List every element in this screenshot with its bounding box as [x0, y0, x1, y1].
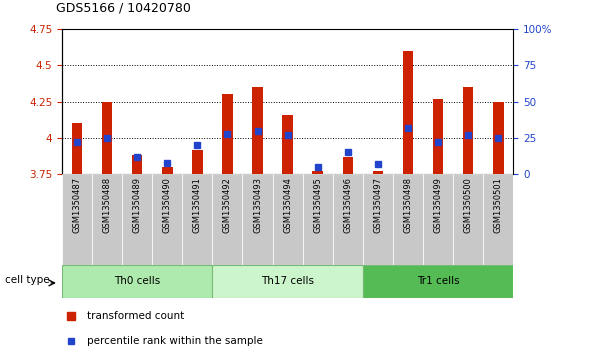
Bar: [333, 174, 363, 265]
Text: GSM1350490: GSM1350490: [163, 177, 172, 233]
Bar: [453, 174, 483, 265]
Bar: [283, 115, 293, 174]
Bar: [122, 174, 152, 265]
Bar: [483, 174, 513, 265]
Bar: [273, 174, 303, 265]
Text: GSM1350495: GSM1350495: [313, 177, 322, 233]
Text: GSM1350489: GSM1350489: [133, 177, 142, 233]
Text: GDS5166 / 10420780: GDS5166 / 10420780: [56, 1, 191, 15]
Bar: [212, 265, 363, 298]
Bar: [162, 167, 172, 174]
Text: GSM1350491: GSM1350491: [193, 177, 202, 233]
Text: GSM1350501: GSM1350501: [494, 177, 503, 233]
Bar: [182, 174, 212, 265]
Text: GSM1350499: GSM1350499: [434, 177, 442, 233]
Bar: [373, 171, 383, 174]
Text: Tr1 cells: Tr1 cells: [417, 276, 460, 286]
Text: GSM1350498: GSM1350498: [404, 177, 412, 233]
Text: Th17 cells: Th17 cells: [261, 276, 314, 286]
Bar: [242, 174, 273, 265]
Text: GSM1350494: GSM1350494: [283, 177, 292, 233]
Text: GSM1350493: GSM1350493: [253, 177, 262, 233]
Text: transformed count: transformed count: [87, 311, 184, 321]
Bar: [152, 174, 182, 265]
Bar: [62, 265, 212, 298]
Bar: [132, 155, 142, 174]
Bar: [253, 87, 263, 174]
Bar: [423, 174, 453, 265]
Bar: [313, 171, 323, 174]
Bar: [493, 102, 503, 174]
Text: GSM1350492: GSM1350492: [223, 177, 232, 233]
Bar: [433, 99, 443, 174]
Text: percentile rank within the sample: percentile rank within the sample: [87, 336, 263, 346]
Bar: [463, 87, 473, 174]
Bar: [102, 102, 112, 174]
Bar: [222, 94, 232, 174]
Text: GSM1350488: GSM1350488: [103, 177, 112, 233]
Bar: [403, 51, 413, 174]
Text: cell type: cell type: [5, 275, 50, 285]
Bar: [192, 150, 202, 174]
Bar: [212, 174, 242, 265]
Bar: [303, 174, 333, 265]
Bar: [343, 157, 353, 174]
Text: GSM1350496: GSM1350496: [343, 177, 352, 233]
Bar: [363, 174, 393, 265]
Text: GSM1350487: GSM1350487: [73, 177, 81, 233]
Text: GSM1350497: GSM1350497: [373, 177, 382, 233]
Bar: [363, 265, 513, 298]
Bar: [393, 174, 423, 265]
Bar: [62, 174, 92, 265]
Bar: [72, 123, 82, 174]
Text: GSM1350500: GSM1350500: [464, 177, 473, 233]
Text: Th0 cells: Th0 cells: [114, 276, 160, 286]
Bar: [92, 174, 122, 265]
